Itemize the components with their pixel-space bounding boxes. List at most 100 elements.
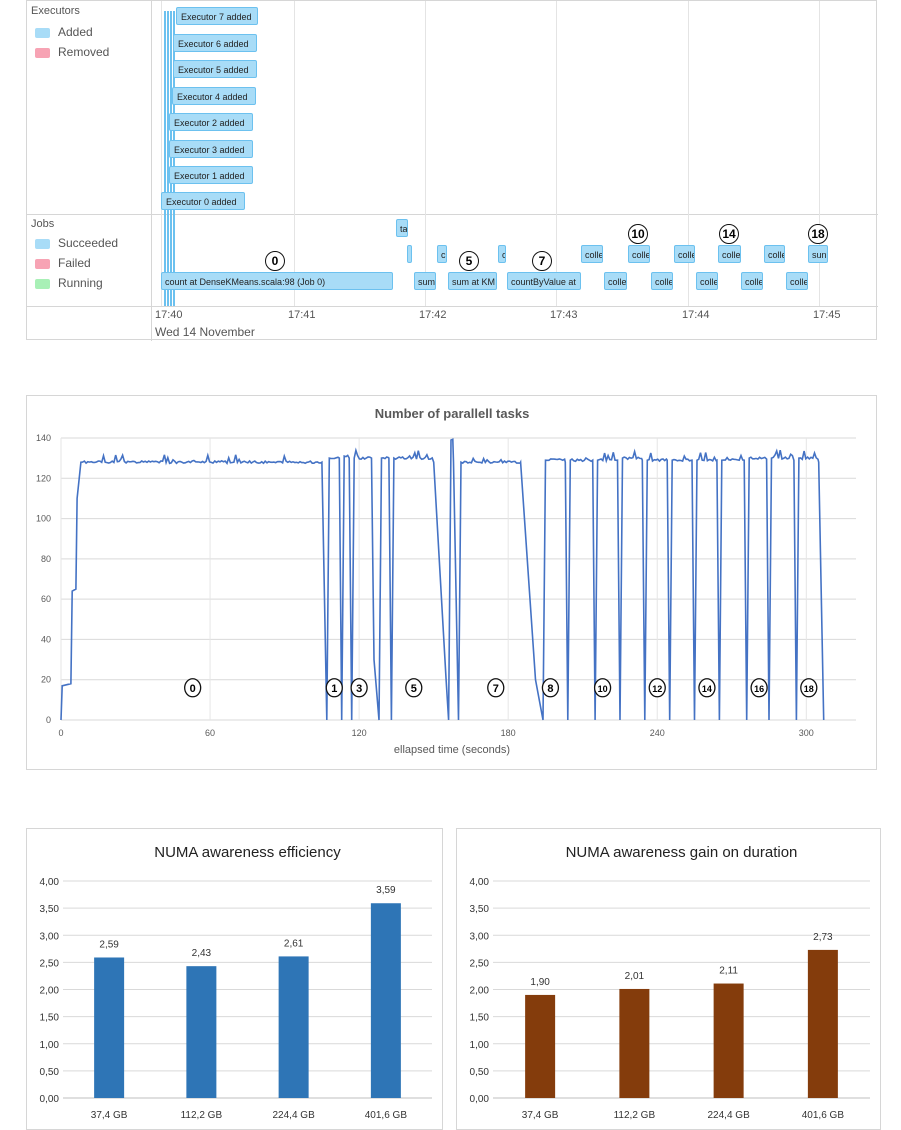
job-bar[interactable]: count at DenseKMeans.scala:98 (Job 0) [161,272,393,290]
time-tick: 17:45 [813,309,841,321]
annotation-circle [541,678,560,698]
y-tick-label: 0,50 [470,1067,490,1078]
job-annotation: 14 [719,224,739,244]
time-tick: 17:41 [288,309,316,321]
job-annotation: 0 [184,678,202,698]
job-bar[interactable]: c [437,245,447,263]
chart-title: NUMA awareness efficiency [154,844,341,861]
y-tick-label: 120 [36,473,51,483]
time-tick: 17:44 [682,309,710,321]
job-annotation: 1 [325,678,343,698]
series-line [60,438,825,721]
y-tick-label: 40 [41,634,51,644]
y-tick-label: 100 [36,514,51,524]
annotation-label: 1 [331,683,337,695]
job-bar[interactable]: c [498,245,506,263]
data-label: 2,01 [625,971,645,982]
job-bar[interactable]: colle [604,272,627,290]
job-annotation: 18 [800,678,818,698]
y-tick-label: 3,50 [40,904,60,915]
line-chart-svg: Number of parallell tasks020406080100120… [36,406,856,756]
data-label: 3,59 [376,885,396,896]
job-bar[interactable]: sum at KM [448,272,497,290]
time-tick: 17:42 [419,309,447,321]
annotation-circle [593,678,612,698]
job-bar[interactable]: colle [718,245,741,263]
job-bar[interactable]: colle [674,245,695,263]
bar [525,994,556,1098]
job-annotation: 18 [808,224,828,244]
spark-event-timeline: Executors Jobs Added Removed Succeeded Fail… [26,0,878,341]
job-annotation: 10 [593,678,612,698]
legend-swatch [35,47,50,58]
legend-swatch [35,278,50,289]
annotation-circle [487,678,505,698]
job-bar[interactable]: colle [696,272,718,290]
annotation-circle [325,678,343,698]
y-tick-label: 60 [41,594,51,604]
annotation-circle [184,678,202,698]
executor-event: Executor 6 added [173,34,257,52]
x-tick-label: 60 [205,728,215,738]
job-bar[interactable]: sun [808,245,828,263]
gridline [161,1,162,306]
job-annotation: 0 [265,251,285,271]
bar [619,988,650,1098]
x-tick-label: 120 [352,728,367,738]
annotation-label: 14 [702,684,712,694]
gridline [556,1,557,306]
executor-event: Executor 7 added [176,7,258,25]
job-bar[interactable]: colle [628,245,650,263]
bar [807,949,838,1098]
executor-event: Executor 1 added [169,166,253,184]
annotation-label: 7 [493,683,499,695]
data-label: 2,11 [719,966,738,977]
job-bar[interactable]: sum [414,272,436,290]
annotation-label: 12 [652,684,662,694]
y-tick-label: 1,00 [470,1040,490,1051]
job-bar[interactable]: countByValue at [507,272,581,290]
legend-label: Failed [58,256,91,270]
job-annotation: 7 [532,251,552,271]
annotation-label: 5 [411,683,417,695]
legend-swatch [35,238,50,249]
x-axis-label: ellapsed time (seconds) [394,744,510,756]
legend-succeeded: Succeeded [35,236,118,250]
time-tick: 17:40 [155,309,183,321]
job-bar[interactable]: ta [396,219,408,237]
job-bar[interactable]: colle [786,272,808,290]
y-tick-label: 20 [41,675,51,685]
numa-gain-chart: NUMA awareness gain on duration 0,00 0,50 1… [456,828,881,1130]
data-label: 1,90 [530,977,550,988]
data-label: 2,59 [99,939,119,950]
annotation-circle [800,678,818,698]
executor-marker-line [167,11,169,306]
job-annotation: 3 [350,678,368,698]
x-tick-label: 224,4 GB [272,1110,315,1121]
data-label: 2,43 [192,948,212,959]
annotation-label: 18 [804,684,814,694]
executor-event: Executor 2 added [169,113,253,131]
bar [370,903,401,1098]
date-label: Wed 14 November [155,325,255,339]
y-tick-label: 0,00 [470,1094,490,1105]
job-bar[interactable]: colle [651,272,673,290]
annotation-label: 16 [754,684,764,694]
job-annotation: 8 [541,678,560,698]
legend-label: Succeeded [58,236,119,250]
annotation-circle [750,678,768,698]
job-bar[interactable] [407,245,412,263]
x-tick-label: 37,4 GB [91,1110,128,1121]
chart-title: Number of parallell tasks [375,406,530,421]
parallel-tasks-chart: Number of parallell tasks 0 20 40 60 80 100 120… [26,395,877,770]
executor-event: Executor 0 added [161,192,245,210]
job-annotation: 16 [750,678,768,698]
job-bar[interactable]: colle [764,245,785,263]
job-bar[interactable]: colle [741,272,763,290]
job-bar[interactable]: colle [581,245,603,263]
gridline [425,1,426,306]
y-tick-label: 0 [46,715,51,725]
bar [94,957,125,1098]
jobs-label: Jobs [31,218,55,230]
